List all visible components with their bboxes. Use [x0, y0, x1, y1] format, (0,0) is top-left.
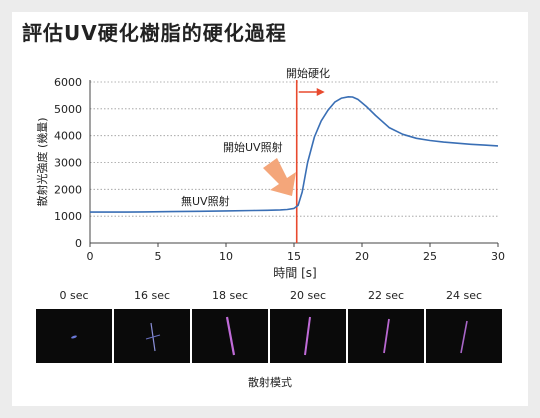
- x-tick-label: 30: [491, 250, 505, 263]
- frame-image: [36, 309, 112, 363]
- x-tick-label: 15: [287, 250, 301, 263]
- frame-image: [270, 309, 346, 363]
- y-tick-label: 6000: [54, 76, 82, 89]
- x-tick-label: 25: [423, 250, 437, 263]
- frame-20: 20 sec: [270, 288, 346, 368]
- frame-24: 24 sec: [426, 288, 502, 368]
- annotations: [263, 80, 325, 243]
- y-tick-label: 5000: [54, 103, 82, 116]
- frame-image: [348, 309, 424, 363]
- frame-18: 18 sec: [192, 288, 268, 368]
- frame-label: 18 sec: [211, 289, 249, 302]
- tick-labels: 0 1000 2000 3000 4000 5000 6000 0 5 10 15 20 25 30: [54, 76, 505, 263]
- frame-image: [426, 309, 502, 363]
- y-tick-label: 3000: [54, 157, 82, 170]
- frame-image: [114, 309, 190, 363]
- x-axis-label: 時間 [s]: [273, 266, 316, 280]
- frame-22: 22 sec: [348, 288, 424, 368]
- plot-series: [90, 96, 499, 213]
- x-tick-label: 5: [155, 250, 162, 263]
- series-line: [90, 96, 499, 213]
- y-tick-label: 4000: [54, 130, 82, 143]
- y-tick-label: 2000: [54, 183, 82, 196]
- grid-lines: [90, 81, 498, 217]
- hardening-start-label: 開始硬化: [286, 66, 330, 80]
- x-tick-label: 0: [87, 250, 94, 263]
- frame-16: 16 sec: [114, 288, 190, 368]
- frames-caption: 散射模式: [248, 376, 292, 389]
- frame-label: 16 sec: [133, 289, 171, 302]
- frame-label: 24 sec: [445, 289, 483, 302]
- figure-title: 評估UV硬化樹脂的硬化過程: [22, 21, 287, 45]
- y-tick-label: 1000: [54, 210, 82, 223]
- y-tick-label: 0: [75, 237, 82, 250]
- frame-label: 20 sec: [289, 289, 327, 302]
- scatter-pattern-frames: 0 sec 16 sec 18 sec 20 sec 22 sec 24 sec: [36, 288, 502, 368]
- frame-label: 0 sec: [59, 289, 89, 302]
- axes: [89, 80, 499, 247]
- frame-0: 0 sec: [36, 288, 112, 368]
- frame-label: 22 sec: [367, 289, 405, 302]
- hardening-arrow-head: [316, 88, 325, 96]
- uv-on-arrow: [263, 158, 296, 196]
- uv-on-label: 開始UV照射: [223, 140, 283, 154]
- line-chart: 0 1000 2000 3000 4000 5000 6000 0 5 10 15 20 25 30 時間…: [35, 66, 505, 280]
- x-tick-label: 10: [219, 250, 233, 263]
- frame-image: [192, 309, 268, 363]
- y-axis-label: 散射光強度 (幾量): [35, 117, 49, 206]
- x-tick-label: 20: [355, 250, 369, 263]
- no-uv-label: 無UV照射: [181, 194, 230, 208]
